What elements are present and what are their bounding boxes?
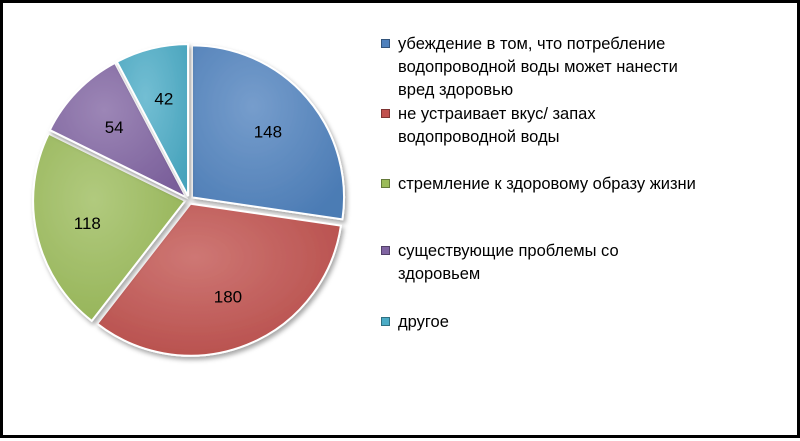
legend-label: стремление к здоровому образу жизни xyxy=(398,175,696,193)
pie-slice-1 xyxy=(95,202,343,357)
pie-slice-4 xyxy=(115,43,190,197)
pie-slice-3 xyxy=(48,61,189,200)
legend-label: другое xyxy=(398,313,449,331)
pie-chart: 148 180 118 54 42 xyxy=(32,43,346,357)
pie-data-labels: 148 180 118 54 42 xyxy=(74,89,282,306)
legend-swatch xyxy=(381,317,390,326)
pie-slices xyxy=(32,43,346,357)
pie-slice-0 xyxy=(191,44,346,221)
legend-swatch xyxy=(381,39,390,48)
legend-label: убеждение в том, что потребление водопро… xyxy=(398,35,678,99)
data-label-2: 118 xyxy=(74,214,101,233)
data-label-4: 42 xyxy=(154,89,173,108)
pie-slice-2 xyxy=(32,132,187,323)
data-label-0: 148 xyxy=(254,122,282,141)
legend-swatch xyxy=(381,109,390,118)
legend-swatch xyxy=(381,246,390,255)
data-label-1: 180 xyxy=(214,287,242,306)
legend-swatch xyxy=(381,179,390,188)
data-label-3: 54 xyxy=(105,118,124,137)
legend-label: не устраивает вкус/ запах водопроводной … xyxy=(398,105,596,146)
legend-label: существующие проблемы со здоровьем xyxy=(398,242,619,283)
